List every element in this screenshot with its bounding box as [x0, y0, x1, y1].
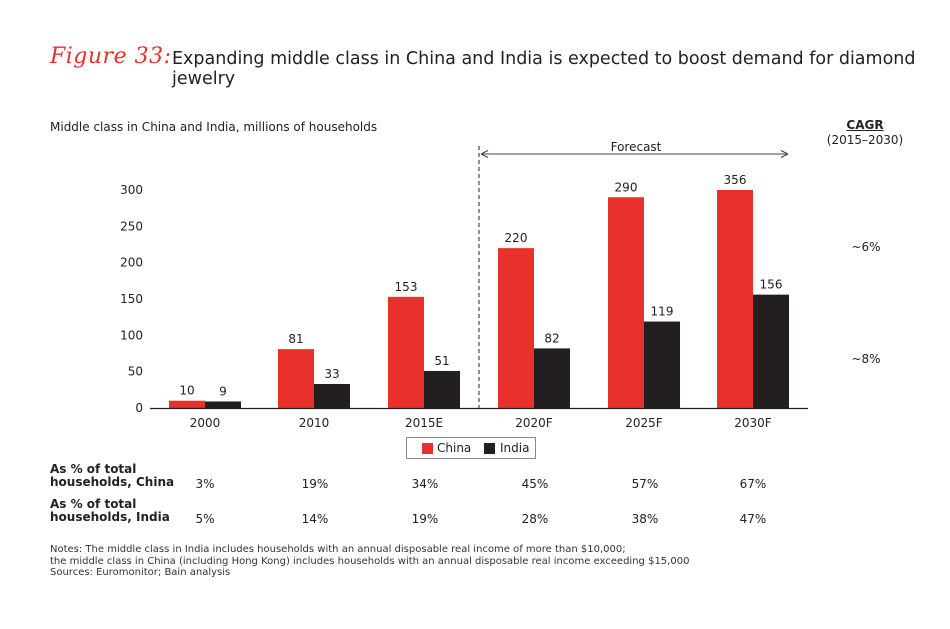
- x-tick-label-2030f: 2030F: [734, 416, 772, 430]
- notes-sources: Sources: Euromonitor; Bain analysis: [50, 567, 231, 578]
- pct-row-india-label: As % of total households, India: [50, 498, 170, 524]
- pct-row-china-label: As % of total households, China: [50, 463, 174, 489]
- cagr-title: CAGR: [846, 118, 884, 132]
- bar-india-2015e: [424, 370, 460, 408]
- value-label-china-2020f: 220: [505, 231, 528, 245]
- x-tick-label-2010: 2010: [299, 416, 330, 430]
- notes: Notes: The middle class in India include…: [50, 544, 689, 579]
- bar-india-2030f: [753, 294, 789, 408]
- bar-china-2030f: [717, 190, 753, 408]
- y-tick-label-300: 300: [120, 183, 143, 197]
- bar-china-2025f: [608, 197, 644, 408]
- notes-line-1: Notes: The middle class in India include…: [50, 544, 626, 555]
- pct-china-2020f: 45%: [521, 477, 549, 491]
- pct-china-2015e: 34%: [411, 477, 439, 491]
- value-label-china-2015e: 153: [395, 280, 418, 294]
- pct-row-china-label-line2: households, China: [50, 475, 175, 489]
- x-tick-label-2025f: 2025F: [625, 416, 663, 430]
- bar-india-2020f: [534, 348, 570, 408]
- pct-row-india-label-line1: As % of total: [50, 497, 137, 511]
- pct-india-2015e: 19%: [411, 512, 439, 526]
- chart-subtitle: Middle class in China and India, million…: [50, 120, 378, 134]
- value-label-china-2010: 81: [288, 332, 303, 346]
- value-label-india-2000: 9: [219, 384, 227, 398]
- legend-label-china: China: [437, 441, 472, 455]
- pct-india-2030f: 47%: [739, 512, 767, 526]
- pct-row-china-label-line1: As % of total: [50, 462, 137, 476]
- pct-china-2025f: 57%: [631, 477, 659, 491]
- figure-title: Expanding middle class in China and Indi…: [172, 49, 916, 89]
- value-label-india-2020f: 82: [544, 331, 559, 345]
- forecast-label: Forecast: [611, 140, 662, 154]
- value-label-india-2015e: 51: [434, 354, 449, 368]
- value-label-china-2000: 10: [179, 384, 194, 398]
- cagr-china-value: ~6%: [851, 240, 880, 254]
- pct-india-2020f: 28%: [521, 512, 549, 526]
- value-label-india-2030f: 156: [760, 278, 783, 292]
- y-tick-label-0: 0: [135, 401, 143, 415]
- bar-china-2000: [169, 400, 205, 408]
- value-label-china-2025f: 290: [615, 180, 638, 194]
- pct-india-2025f: 38%: [631, 512, 659, 526]
- bar-china-2015e: [388, 296, 424, 408]
- chart-legend: China India: [406, 437, 536, 459]
- pct-row-india-label-line2: households, India: [50, 510, 170, 524]
- cagr-period: (2015–2030): [826, 133, 904, 147]
- pct-india-2010: 14%: [301, 512, 329, 526]
- figure-label: Figure 33:: [50, 44, 172, 69]
- bar-china-2020f: [498, 248, 534, 408]
- legend-swatch-india: [484, 443, 495, 454]
- x-tick-label-2020f: 2020F: [515, 416, 553, 430]
- pct-china-2000: 3%: [195, 477, 215, 491]
- pct-china-2030f: 67%: [739, 477, 767, 491]
- forecast-arrow-left-head: [480, 150, 489, 158]
- value-label-china-2030f: 356: [724, 173, 747, 187]
- y-tick-label-100: 100: [120, 328, 143, 342]
- cagr-india-value: ~8%: [851, 352, 880, 366]
- x-tick-label-2015e: 2015E: [405, 416, 443, 430]
- pct-china-2010: 19%: [301, 477, 329, 491]
- y-tick-label-50: 50: [128, 365, 143, 379]
- legend-swatch-china: [422, 443, 433, 454]
- bar-india-2025f: [644, 321, 680, 408]
- bar-china-2010: [278, 349, 314, 408]
- forecast-arrow-right-head: [780, 150, 789, 158]
- value-label-india-2025f: 119: [651, 305, 674, 319]
- y-tick-label-200: 200: [120, 256, 143, 270]
- bar-india-2000: [205, 401, 241, 408]
- y-tick-label-150: 150: [120, 292, 143, 306]
- bar-india-2010: [314, 384, 350, 408]
- cagr-header: CAGR (2015–2030): [822, 118, 908, 148]
- y-tick-label-250: 250: [120, 219, 143, 233]
- pct-india-2000: 5%: [195, 512, 215, 526]
- x-tick-label-2000: 2000: [190, 416, 221, 430]
- notes-line-2: the middle class in China (including Hon…: [50, 555, 690, 567]
- legend-label-india: India: [500, 441, 530, 455]
- value-label-india-2010: 33: [324, 367, 339, 381]
